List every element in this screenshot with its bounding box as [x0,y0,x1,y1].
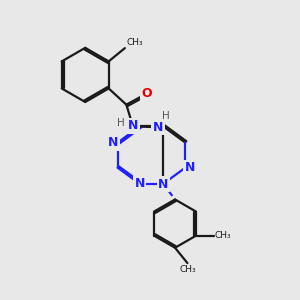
Text: N: N [158,178,168,191]
Text: CH₃: CH₃ [179,266,196,274]
Text: CH₃: CH₃ [215,231,231,240]
Text: H: H [117,118,124,128]
Text: N: N [184,161,195,174]
Text: O: O [141,87,152,100]
Text: N: N [153,121,163,134]
Text: H: H [162,110,170,121]
Text: CH₃: CH₃ [126,38,143,46]
Text: N: N [134,177,145,190]
Text: N: N [128,119,138,132]
Text: N: N [108,136,119,149]
